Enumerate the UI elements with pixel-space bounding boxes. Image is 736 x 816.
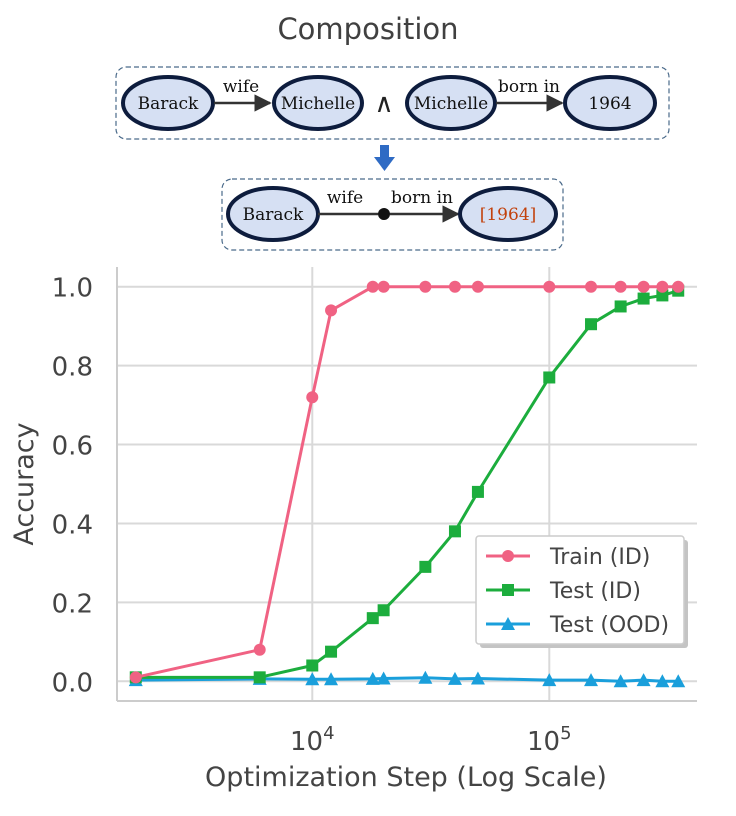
edge-wife-premise-label: wife [223, 77, 259, 97]
series-train-id [129, 280, 685, 684]
x-axis-label: Optimization Step (Log Scale) [205, 762, 607, 793]
data-point [543, 280, 556, 293]
node-barack-premise [121, 75, 215, 131]
node-michelle-premise1 [272, 75, 364, 131]
legend-swatch-marker [502, 584, 514, 596]
data-point [325, 645, 338, 658]
data-point [418, 670, 433, 684]
data-point [585, 280, 598, 293]
node-barack-premise-label: Barack [138, 94, 199, 114]
y-tick-label: 0.0 [52, 668, 93, 698]
data-point [306, 391, 319, 404]
premises-box: Barack wife Michelle ∧ Michelle born in … [115, 66, 670, 140]
data-point [365, 671, 380, 685]
data-point [448, 525, 461, 538]
chart-axes [116, 267, 697, 702]
data-point [253, 643, 266, 656]
diagram-title: Composition [277, 12, 459, 46]
data-point [614, 280, 627, 293]
node-michelle-premise1-label: Michelle [281, 94, 355, 114]
data-point [584, 673, 599, 687]
data-point [672, 280, 685, 293]
data-point [470, 671, 485, 685]
legend-box [475, 535, 685, 645]
data-point [419, 280, 432, 293]
y-tick-label: 0.4 [52, 510, 93, 540]
conclusion-box: Barack wife born in [1964] [221, 178, 564, 251]
node-1964-premise-label: 1964 [588, 94, 631, 114]
x-tick-label: 104 [290, 723, 335, 757]
y-tick-label: 1.0 [52, 274, 93, 304]
data-point [614, 300, 627, 313]
data-point [377, 604, 390, 617]
data-point [253, 671, 266, 684]
data-point [543, 371, 556, 384]
bridge-entity-dot [378, 208, 390, 220]
legend-entry-label: Train (ID) [549, 545, 650, 570]
legend-swatch-marker [502, 550, 514, 562]
data-point [585, 318, 598, 331]
edge-born-in-premise-label: born in [498, 77, 560, 97]
data-point [471, 485, 484, 498]
data-point [306, 659, 319, 672]
data-point [448, 280, 461, 293]
series-test-ood [128, 670, 686, 688]
y-tick-label: 0.8 [52, 353, 93, 383]
node-michelle-premise2 [405, 75, 497, 131]
data-point [366, 612, 379, 625]
legend-entry-label: Test (OOD) [549, 613, 669, 638]
y-tick-label: 0.6 [52, 432, 93, 462]
data-point [376, 671, 391, 685]
node-michelle-premise2-label: Michelle [414, 94, 488, 114]
series-test-id [129, 284, 685, 684]
data-point [671, 674, 686, 688]
node-1964-premise [563, 75, 657, 131]
node-answer-1964-label: [1964] [480, 205, 537, 225]
x-tick-label: 105 [527, 723, 572, 757]
data-point [637, 280, 650, 293]
y-tick-label: 0.2 [52, 589, 93, 619]
legend: Train (ID) Test (ID) Test (OOD) [475, 535, 688, 648]
legend-entry-label: Test (ID) [549, 579, 641, 604]
edge-born-in-conclusion-label: born in [391, 188, 453, 208]
data-point [542, 673, 557, 687]
data-point [656, 289, 669, 302]
data-point [129, 671, 142, 684]
logical-and-symbol: ∧ [374, 89, 393, 119]
chart: 0.0 0.2 0.4 0.6 0.8 1.0 104 105 Optimization St… [9, 267, 697, 793]
data-point [366, 280, 379, 293]
data-point [636, 673, 651, 687]
node-answer-1964 [458, 186, 558, 242]
data-point [377, 280, 390, 293]
data-point [656, 280, 669, 293]
data-point [324, 672, 339, 686]
data-point [655, 674, 670, 688]
node-barack-conclusion-label: Barack [243, 205, 304, 225]
legend-swatch-marker [501, 617, 515, 630]
data-point [471, 280, 484, 293]
data-point [637, 292, 650, 305]
edge-wife-conclusion-label: wife [327, 188, 363, 208]
y-axis-label: Accuracy [9, 422, 40, 545]
data-point [447, 671, 462, 685]
data-point [419, 560, 432, 573]
chart-ticks: 0.0 0.2 0.4 0.6 0.8 1.0 104 105 [52, 274, 572, 757]
down-arrow-icon [374, 145, 395, 171]
data-point [305, 672, 320, 686]
data-point [325, 304, 338, 317]
data-point [613, 674, 628, 688]
chart-series [128, 280, 686, 688]
